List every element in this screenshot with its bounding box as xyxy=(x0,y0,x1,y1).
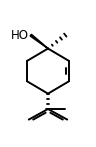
Polygon shape xyxy=(30,34,48,49)
Text: HO: HO xyxy=(11,29,29,42)
